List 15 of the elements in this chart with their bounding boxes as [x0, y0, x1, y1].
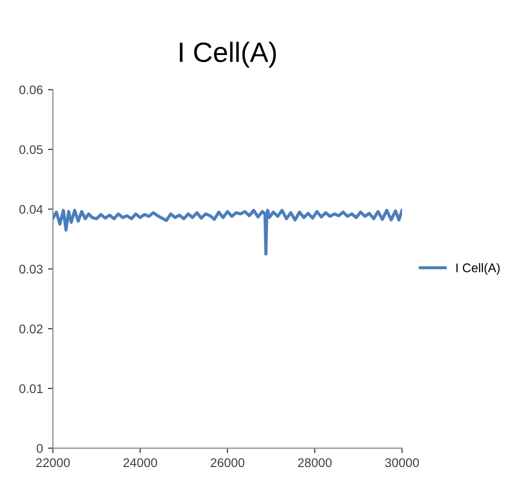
y-tick-label: 0.05 — [19, 145, 43, 154]
x-tick-label: 22000 — [36, 458, 70, 468]
y-tick-label: 0.03 — [19, 264, 43, 274]
x-tick-label: 26000 — [210, 458, 244, 468]
y-tick-label: 0 — [36, 444, 43, 453]
x-tick-label: 28000 — [298, 458, 332, 468]
x-tick-label: 30000 — [385, 458, 419, 468]
legend-label: I Cell(A) — [456, 263, 500, 275]
line-series — [52, 208, 402, 256]
y-tick-label: 0.02 — [19, 324, 43, 334]
y-tick-label: 0.01 — [19, 384, 43, 394]
y-tick-label: 0.04 — [19, 204, 43, 214]
x-tick-label: 24000 — [123, 458, 158, 468]
y-tick-label: 0.06 — [19, 85, 43, 94]
chart-title: I Cell(A) — [180, 42, 276, 68]
